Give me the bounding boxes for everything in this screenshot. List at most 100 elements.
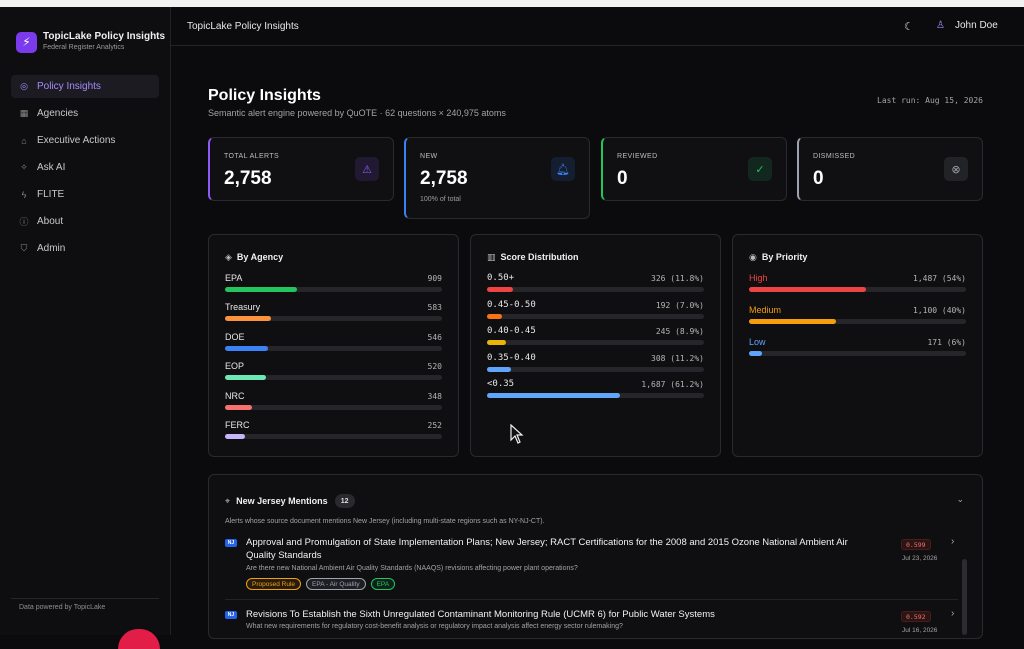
bar-track: [225, 316, 442, 322]
warning-icon: ⚠: [355, 157, 379, 181]
bar-label: Low: [749, 337, 766, 347]
sidebar-item-label: Admin: [37, 243, 66, 254]
stat-value: 0: [617, 168, 628, 189]
bar-label: Treasury: [225, 302, 261, 313]
stat-card-dismissed[interactable]: DISMISSED 0 ⊗: [797, 137, 983, 201]
main-content: Policy Insights Semantic alert engine po…: [171, 46, 1024, 639]
bar-label: 0.45-0.50: [487, 299, 536, 310]
page-subtitle: Semantic alert engine powered by QuOTE ·…: [208, 108, 506, 118]
bar-row-0-50[interactable]: 0.50+ 326 (11.8%): [487, 273, 704, 293]
bar-track: [487, 340, 704, 345]
new-jersey-mentions-panel: ⌖ New Jersey Mentions 12 ⌄ Alerts whose …: [208, 474, 983, 639]
bar-row-nrc[interactable]: NRC 348: [225, 391, 442, 411]
bar-fill: [225, 434, 245, 439]
bar-row-low[interactable]: Low 171 (6%): [749, 337, 966, 357]
shield-icon: ⛉: [20, 243, 28, 253]
sidebar-item-flite[interactable]: ϟ FLITE: [11, 183, 159, 206]
bar-track: [749, 351, 966, 356]
tag-proposed-rule: Proposed Rule: [246, 578, 301, 590]
bar-fill: [225, 375, 266, 381]
moon-icon[interactable]: ☾: [904, 21, 914, 33]
bar-track: [225, 404, 442, 410]
bar-label: EPA: [225, 273, 243, 283]
bar-fill: [749, 319, 836, 324]
brand[interactable]: ⚡ TopicLake Policy Insights Federal Regi…: [16, 31, 165, 53]
map-pin-icon: ⌖: [225, 495, 231, 506]
alert-question: Are there new National Ambient Air Quali…: [246, 565, 578, 572]
bar-track: [487, 366, 704, 372]
bell-icon: 🔔︎: [551, 157, 575, 181]
bar-row-eop[interactable]: EOP 520: [225, 361, 442, 381]
stat-value: 2,758: [420, 168, 468, 189]
stat-card-total-alerts[interactable]: TOTAL ALERTS 2,758 ⚠: [208, 137, 394, 201]
stat-value: 0: [813, 168, 824, 189]
sidebar-item-label: Agencies: [37, 108, 79, 119]
bar-row-0-45-0-50[interactable]: 0.45-0.50 192 (7.0%): [487, 300, 704, 320]
bar-fill: [487, 366, 512, 372]
sidebar-nav: ◎ Policy Insights ▦ Agencies ⌂ Executive Ac…: [11, 75, 159, 264]
state-badge: NJ: [225, 539, 237, 547]
stat-label: NEW: [420, 153, 438, 160]
score-distribution-panel: ▥ Score Distribution 0.50+ 326 (11.8%) 0.45…: [470, 234, 721, 457]
sidebar: ⚡ TopicLake Policy Insights Federal Regi…: [0, 7, 171, 635]
bar-count: 192 (7.0%): [655, 300, 704, 310]
bar-row-high[interactable]: High 1,487 (54%): [749, 273, 966, 293]
bar-track: [225, 345, 442, 351]
browser-top-strip: [0, 0, 1024, 7]
chevron-down-icon[interactable]: ⌄: [956, 494, 964, 504]
sidebar-item-executive-actions[interactable]: ⌂ Executive Actions: [11, 129, 159, 152]
bar-track: [749, 287, 966, 292]
bar-track: [225, 375, 442, 381]
alert-question: What new requirements for regulatory cos…: [246, 623, 623, 630]
bar-fill: [749, 287, 867, 292]
check-circle-icon: ✓: [748, 157, 772, 181]
user-icon[interactable]: ♙: [936, 20, 945, 31]
panel-title: By Agency: [236, 252, 284, 262]
stat-note: 100% of total: [420, 196, 461, 203]
bar-row-doe[interactable]: DOE 546: [225, 332, 442, 352]
bar-row-ferc[interactable]: FERC 252: [225, 420, 442, 440]
bar-fill: [749, 351, 763, 356]
alert-row[interactable]: NJ Revisions To Establish the Sixth Unre…: [225, 608, 955, 638]
sidebar-item-ask-ai[interactable]: ✧ Ask AI: [11, 156, 159, 179]
score-badge: 0.592: [901, 611, 931, 622]
bar-track: [487, 393, 704, 398]
alert-title[interactable]: Approval and Promulgation of State Imple…: [246, 537, 848, 561]
bar-fill: [225, 404, 253, 410]
bar-row-0-35[interactable]: <0.35 1,687 (61.2%): [487, 379, 704, 399]
panel-title: Score Distribution: [500, 252, 579, 262]
bar-fill: [487, 287, 513, 292]
bar-row-0-40-0-45[interactable]: 0.40-0.45 245 (8.9%): [487, 326, 704, 346]
stat-card-new[interactable]: NEW 2,758 100% of total 🔔︎: [404, 137, 590, 219]
bar-fill: [487, 313, 503, 319]
bar-label: NRC: [225, 390, 245, 401]
bar-count: 252: [427, 421, 442, 430]
sidebar-item-admin[interactable]: ⛉ Admin: [11, 237, 159, 260]
bar-track: [225, 287, 442, 292]
bar-row-medium[interactable]: Medium 1,100 (40%): [749, 305, 966, 325]
bar-row-treasury[interactable]: Treasury 583: [225, 302, 442, 322]
bar-row-0-35-0-40[interactable]: 0.35-0.40 308 (11.2%): [487, 353, 704, 373]
alert-row[interactable]: NJ Approval and Promulgation of State Im…: [225, 536, 955, 596]
scrollbar-thumb[interactable]: [962, 559, 967, 635]
nj-header[interactable]: ⌖ New Jersey Mentions 12: [225, 494, 355, 508]
stat-card-reviewed[interactable]: REVIEWED 0 ✓: [601, 137, 787, 201]
user-name[interactable]: John Doe: [955, 20, 998, 31]
alert-title[interactable]: Revisions To Establish the Sixth Unregul…: [246, 609, 715, 620]
state-badge: NJ: [225, 611, 237, 619]
bar-fill: [225, 345, 268, 351]
chevron-right-icon[interactable]: ›: [951, 536, 955, 547]
sidebar-item-about[interactable]: ⓘ About: [11, 210, 159, 233]
bar-label: 0.50+: [487, 273, 515, 283]
building-icon: ▦: [19, 108, 29, 118]
sidebar-item-label: Policy Insights: [37, 81, 101, 92]
bar-count: 308 (11.2%): [651, 353, 704, 363]
stat-label: DISMISSED: [813, 153, 856, 160]
sidebar-item-agencies[interactable]: ▦ Agencies: [11, 102, 159, 125]
chevron-right-icon[interactable]: ›: [951, 608, 955, 619]
mouse-cursor-icon: [510, 424, 524, 444]
by-priority-panel: ◉ By Priority High 1,487 (54%) Medium 1,100 …: [732, 234, 983, 457]
info-icon: ⓘ: [19, 217, 29, 227]
bar-row-epa[interactable]: EPA 909: [225, 273, 442, 293]
sidebar-item-policy-insights[interactable]: ◎ Policy Insights: [11, 75, 159, 98]
